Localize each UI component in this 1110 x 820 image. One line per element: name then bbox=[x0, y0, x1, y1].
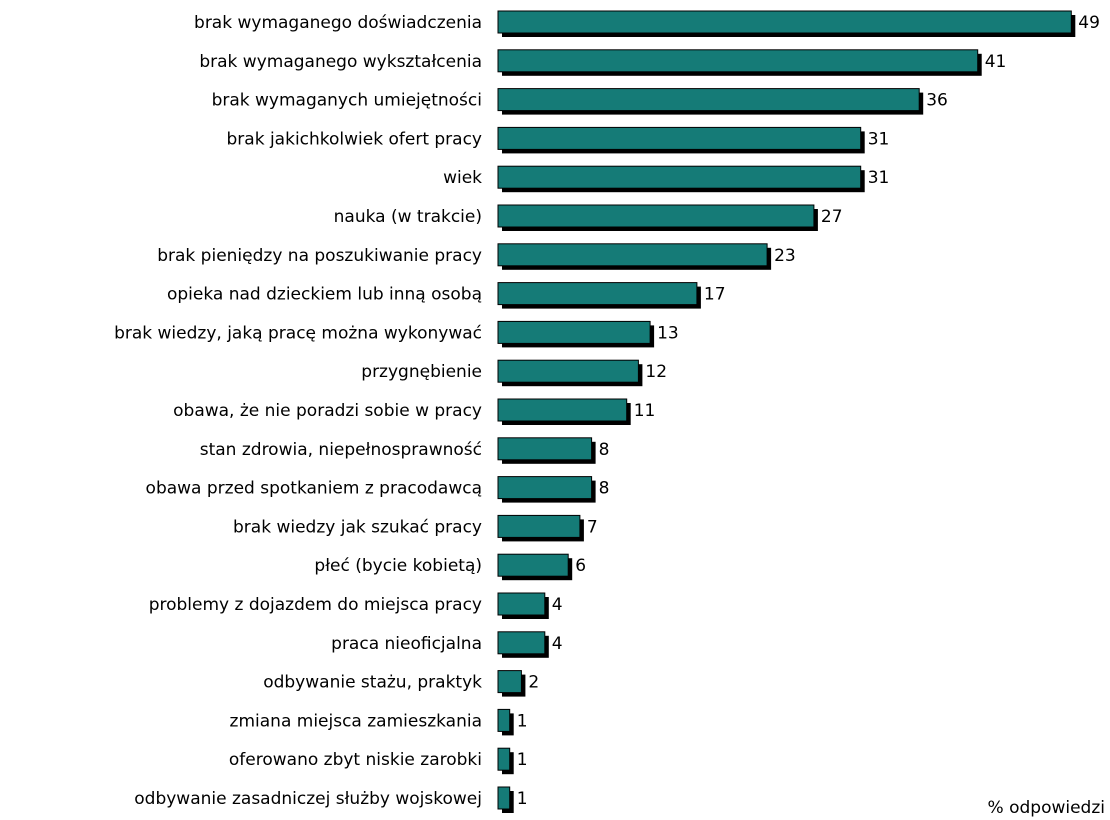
bar bbox=[497, 320, 651, 344]
bar bbox=[497, 592, 546, 616]
category-label: przygnębienie bbox=[361, 362, 482, 382]
value-label: 23 bbox=[774, 246, 796, 266]
value-label: 2 bbox=[528, 673, 539, 693]
value-label: 1 bbox=[517, 750, 528, 770]
value-label: 6 bbox=[575, 556, 586, 576]
category-label: problemy z dojazdem do miejsca pracy bbox=[149, 595, 482, 615]
value-label: 7 bbox=[587, 517, 598, 537]
bar bbox=[497, 708, 511, 732]
value-label: 8 bbox=[599, 479, 610, 499]
bar bbox=[497, 88, 920, 112]
category-label: zmiana miejsca zamieszkania bbox=[230, 711, 482, 731]
category-label: nauka (w trakcie) bbox=[334, 207, 482, 227]
category-label: oferowano zbyt niskie zarobki bbox=[229, 750, 482, 770]
value-label: 12 bbox=[645, 362, 667, 382]
bar bbox=[497, 165, 862, 189]
bar bbox=[497, 786, 511, 810]
bar bbox=[497, 126, 862, 150]
bar bbox=[497, 553, 569, 577]
bar bbox=[497, 437, 593, 461]
category-label: odbywanie zasadniczej służby wojskowej bbox=[134, 789, 482, 809]
category-label: obawa przed spotkaniem z pracodawcą bbox=[146, 479, 482, 499]
value-label: 31 bbox=[868, 129, 890, 149]
bar bbox=[497, 514, 581, 538]
value-label: 31 bbox=[868, 168, 890, 188]
bar bbox=[497, 204, 815, 228]
category-label: obawa, że nie poradzi sobie w pracy bbox=[173, 401, 482, 421]
bar bbox=[497, 747, 511, 771]
category-label: brak wiedzy jak szukać pracy bbox=[233, 517, 482, 537]
category-label: brak wymaganych umiejętności bbox=[212, 91, 482, 111]
category-label: brak wymaganego doświadczenia bbox=[194, 13, 482, 33]
value-label: 17 bbox=[704, 285, 726, 305]
x-axis-label: % odpowiedzi bbox=[988, 798, 1105, 818]
category-label: płeć (bycie kobietą) bbox=[314, 556, 482, 576]
value-label: 1 bbox=[517, 711, 528, 731]
value-label: 49 bbox=[1078, 13, 1100, 33]
category-label: wiek bbox=[443, 168, 482, 188]
bar bbox=[497, 398, 628, 422]
bar bbox=[497, 670, 522, 694]
bar bbox=[497, 631, 546, 655]
bar bbox=[497, 476, 593, 500]
category-label: opieka nad dzieckiem lub inną osobą bbox=[167, 285, 482, 305]
value-label: 1 bbox=[517, 789, 528, 809]
category-label: brak wymaganego wykształcenia bbox=[199, 52, 482, 72]
value-label: 27 bbox=[821, 207, 843, 227]
value-label: 4 bbox=[552, 634, 563, 654]
category-label: odbywanie stażu, praktyk bbox=[263, 673, 482, 693]
category-label: brak pieniędzy na poszukiwanie pracy bbox=[157, 246, 482, 266]
bar bbox=[497, 243, 768, 267]
value-label: 41 bbox=[985, 52, 1007, 72]
value-label: 8 bbox=[599, 440, 610, 460]
bar bbox=[497, 282, 698, 306]
category-label: stan zdrowia, niepełnosprawność bbox=[200, 440, 482, 460]
value-label: 13 bbox=[657, 323, 679, 343]
bar bbox=[497, 49, 979, 73]
category-label: praca nieoficjalna bbox=[331, 634, 482, 654]
value-label: 11 bbox=[634, 401, 656, 421]
bar bbox=[497, 359, 639, 383]
value-label: 4 bbox=[552, 595, 563, 615]
category-label: brak jakichkolwiek ofert pracy bbox=[227, 129, 482, 149]
bar bbox=[497, 10, 1072, 34]
category-label: brak wiedzy, jaką pracę można wykonywać bbox=[114, 323, 482, 343]
value-label: 36 bbox=[926, 91, 948, 111]
